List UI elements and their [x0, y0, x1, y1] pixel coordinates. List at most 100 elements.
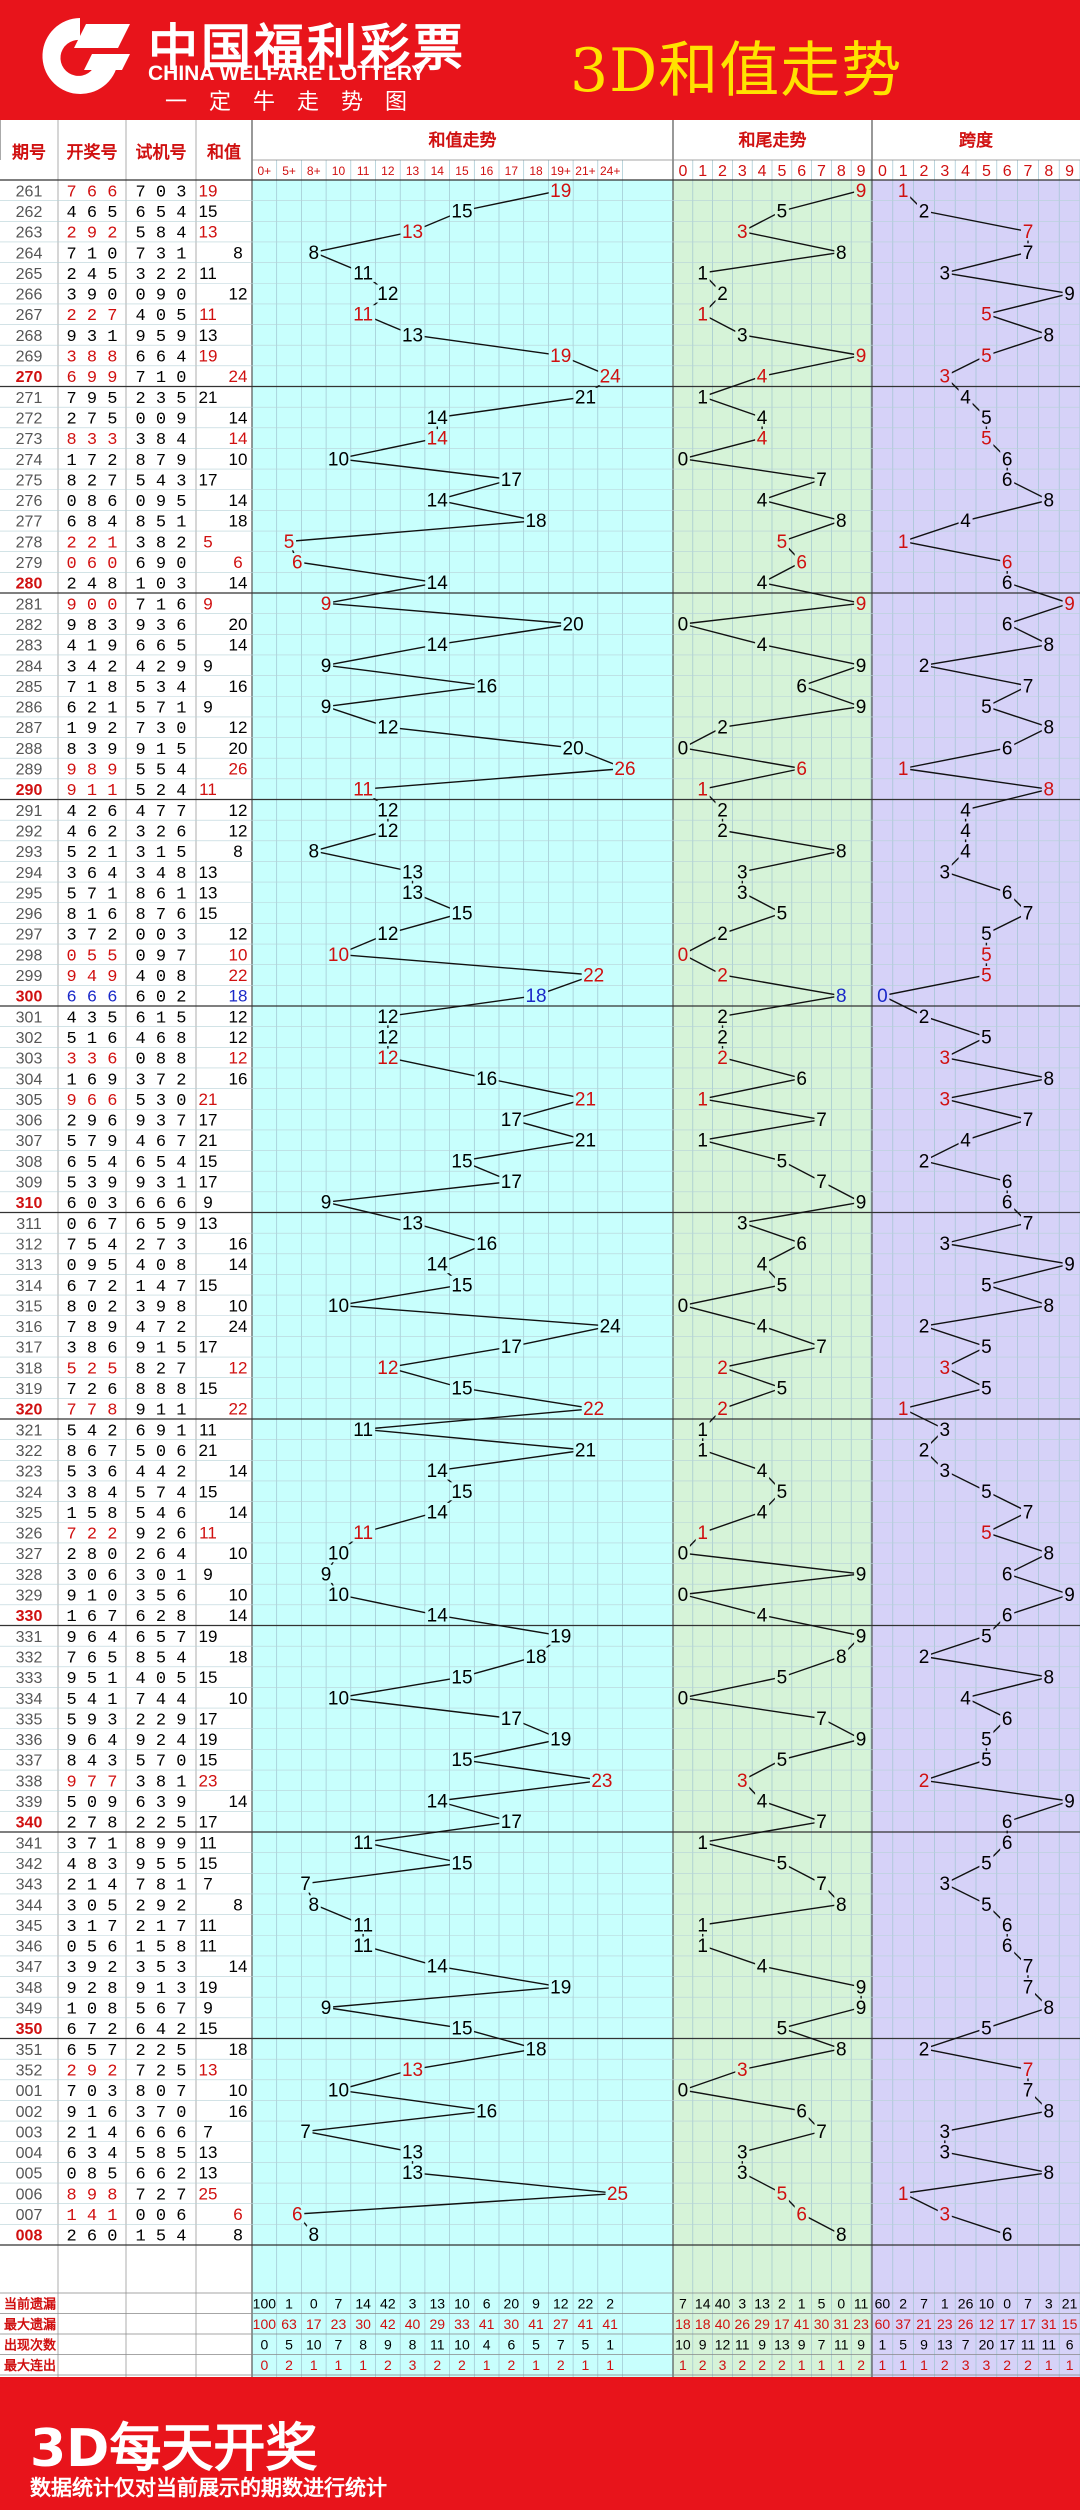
span-point: 8	[1044, 718, 1055, 739]
span-point: 0	[877, 986, 888, 1007]
draw-cell: 1 7 2	[66, 452, 117, 471]
span-point: 6	[1002, 1606, 1013, 1627]
draw-cell: 7 0 3	[66, 2083, 117, 2102]
sum-cell: 12	[229, 821, 248, 840]
span-point: 3	[940, 862, 951, 883]
draw-cell: 0 6 7	[66, 1216, 117, 1235]
stat-tail-cell: 18	[695, 2316, 711, 2332]
draw-cell: 0 5 6	[66, 1939, 117, 1958]
trial-cell: 4 7 2	[135, 1319, 186, 1338]
draw-cell: 1 6 7	[66, 1608, 117, 1627]
issue-cell: 003	[16, 2124, 43, 2141]
sum-point: 18	[525, 986, 546, 1007]
span-point: 8	[1044, 1296, 1055, 1317]
draw-cell: 2 7 8	[66, 1815, 117, 1834]
span-point: 4	[960, 842, 971, 863]
trial-cell: 1 4 7	[135, 1278, 186, 1297]
trial-cell: 3 1 5	[135, 844, 186, 863]
stat-tail-cell: 9	[699, 2336, 707, 2352]
span-point: 5	[981, 945, 992, 966]
trial-cell: 2 2 5	[135, 1815, 186, 1834]
tail-point: 2	[717, 1007, 728, 1028]
sum-col-label: 18	[529, 164, 543, 178]
sum-col-label: 13	[406, 164, 420, 178]
tail-point: 4	[757, 1606, 768, 1627]
tail-col-label: 8	[837, 163, 846, 180]
tail-point: 8	[836, 1647, 847, 1668]
draw-cell: 9 7 7	[66, 1773, 117, 1792]
span-point: 2	[919, 1647, 930, 1668]
trial-cell: 3 8 2	[135, 534, 186, 553]
stat-tail-cell: 13	[774, 2336, 790, 2352]
draw-cell: 3 3 6	[66, 1051, 117, 1070]
sum-point: 12	[377, 284, 398, 305]
span-point: 5	[981, 1027, 992, 1048]
stat-span-cell: 3	[962, 2357, 970, 2373]
trial-cell: 7 2 7	[135, 2186, 186, 2205]
span-point: 8	[1044, 780, 1055, 801]
sum-cell: 6	[233, 553, 242, 572]
stat-tail-cell: 23	[853, 2316, 869, 2332]
stat-sum-cell: 9	[384, 2336, 392, 2352]
stat-tail-cell: 2	[778, 2357, 786, 2373]
trial-cell: 0 8 8	[135, 1051, 186, 1070]
span-point: 6	[1002, 614, 1013, 635]
tail-point: 5	[777, 201, 788, 222]
stat-span-cell: 9	[920, 2336, 928, 2352]
span-point: 6	[1002, 1915, 1013, 1936]
stat-sum-cell: 41	[578, 2316, 594, 2332]
span-point: 4	[960, 1688, 971, 1709]
tail-point: 4	[757, 1317, 768, 1338]
issue-cell: 322	[16, 1443, 43, 1460]
sum-col-label: 16	[480, 164, 494, 178]
draw-cell: 5 0 9	[66, 1794, 117, 1813]
sum-cell: 26	[229, 760, 248, 779]
tail-col-label: 6	[797, 163, 806, 180]
issue-cell: 005	[16, 2166, 43, 2183]
sum-cell: 24	[229, 1317, 248, 1336]
trial-cell: 4 7 7	[135, 803, 186, 822]
issue-cell: 331	[16, 1629, 43, 1646]
sum-point: 17	[501, 1172, 522, 1193]
trial-cell: 6 0 2	[135, 989, 186, 1008]
draw-cell: 8 3 3	[66, 431, 117, 450]
span-point: 2	[919, 201, 930, 222]
sum-col-label: 17	[505, 164, 519, 178]
issue-cell: 263	[16, 225, 43, 242]
issue-cell: 272	[16, 410, 43, 427]
issue-cell: 298	[16, 947, 43, 964]
sum-point: 15	[451, 1379, 472, 1400]
stat-sum-cell: 3	[409, 2295, 417, 2311]
draw-cell: 9 4 9	[66, 968, 117, 987]
issue-cell: 006	[16, 2186, 43, 2203]
stat-span-cell: 21	[1062, 2295, 1078, 2311]
span-point: 8	[1044, 1544, 1055, 1565]
trial-cell: 9 3 6	[135, 617, 186, 636]
tail-point: 5	[777, 1853, 788, 1874]
issue-cell: 297	[16, 927, 43, 944]
draw-cell: 1 5 8	[66, 1505, 117, 1524]
span-point: 2	[919, 1771, 930, 1792]
draw-cell: 9 6 4	[66, 1629, 117, 1648]
draw-cell: 8 4 3	[66, 1753, 117, 1772]
sum-cell: 17	[199, 470, 218, 489]
stat-sum-cell: 100	[253, 2295, 277, 2311]
span-point: 3	[940, 2143, 951, 2164]
tail-point: 0	[678, 945, 689, 966]
tail-point: 4	[757, 1957, 768, 1978]
issue-cell: 004	[16, 2145, 43, 2162]
draw-cell: 3 4 2	[66, 658, 117, 677]
span-point: 3	[940, 1358, 951, 1379]
issue-cell: 267	[16, 307, 43, 324]
sum-point: 13	[402, 2060, 423, 2081]
tail-point: 7	[816, 1110, 827, 1131]
trial-cell: 6 6 2	[135, 2166, 186, 2185]
trial-cell: 7 1 0	[135, 369, 186, 388]
issue-cell: 284	[16, 658, 43, 675]
sum-point: 10	[328, 1688, 349, 1709]
stat-sum-cell: 42	[380, 2295, 396, 2311]
tail-point: 1	[697, 1440, 708, 1461]
span-point: 9	[1064, 594, 1075, 615]
span-point: 6	[1002, 883, 1013, 904]
trial-cell: 3 8 4	[135, 431, 186, 450]
